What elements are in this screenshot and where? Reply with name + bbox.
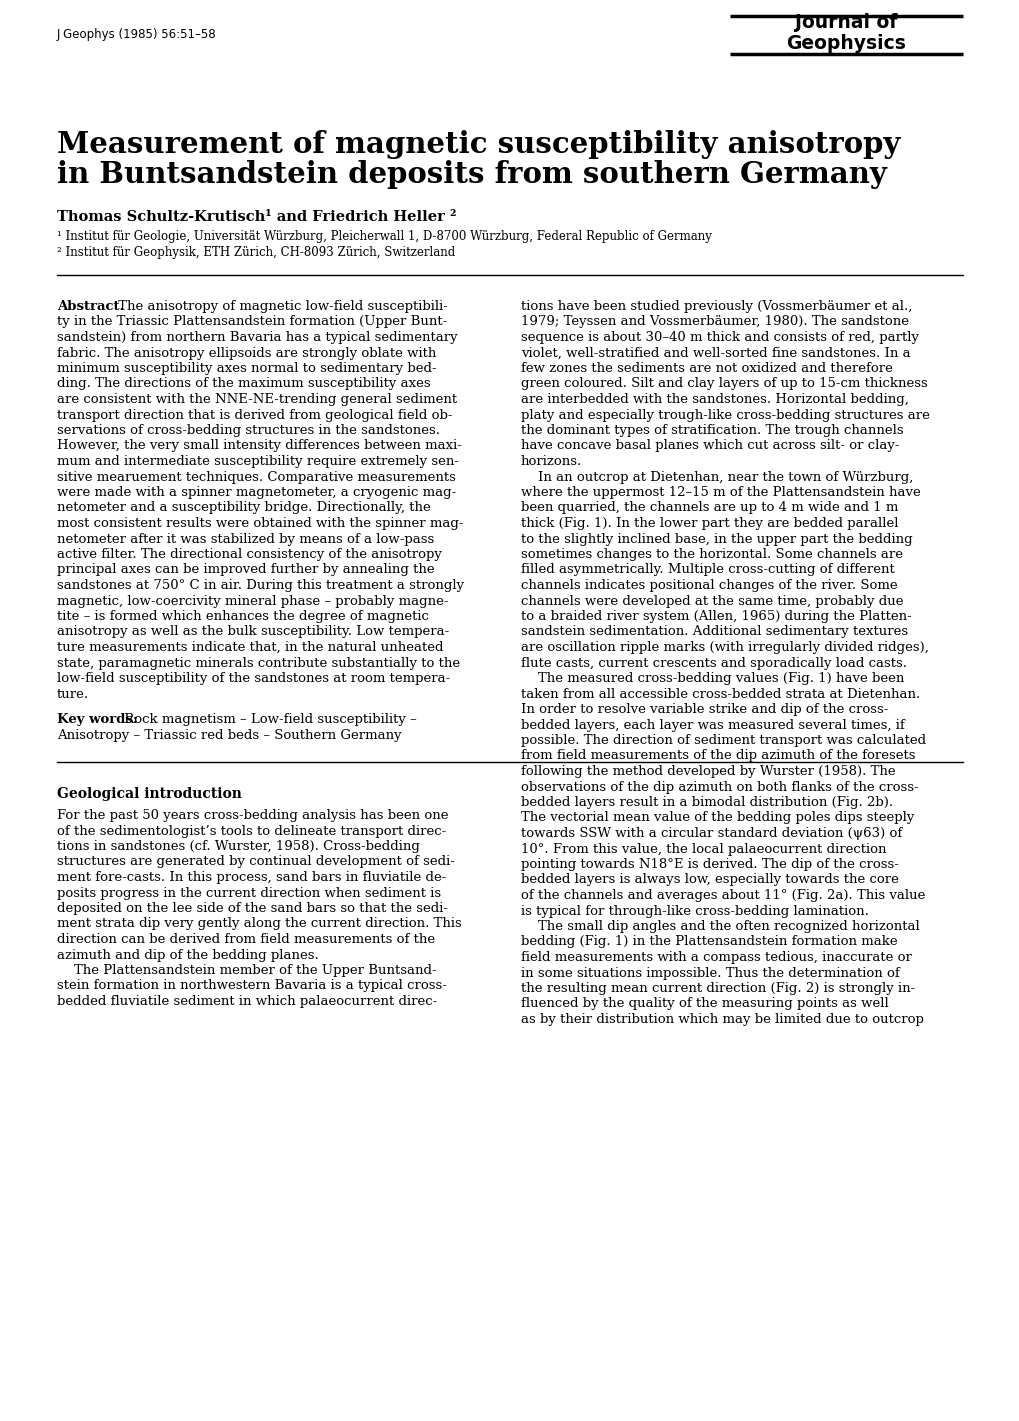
Text: observations of the dip azimuth on both flanks of the cross-: observations of the dip azimuth on both … (521, 780, 918, 793)
Text: The vectorial mean value of the bedding poles dips steeply: The vectorial mean value of the bedding … (521, 811, 913, 824)
Text: channels were developed at the same time, probably due: channels were developed at the same time… (521, 594, 903, 608)
Text: bedded fluviatile sediment in which palaeocurrent direc-: bedded fluviatile sediment in which pala… (57, 995, 437, 1007)
Text: bedded layers result in a bimodal distribution (Fig. 2b).: bedded layers result in a bimodal distri… (521, 796, 893, 809)
Text: tions in sandstones (cf. Wurster, 1958). Cross-bedding: tions in sandstones (cf. Wurster, 1958).… (57, 840, 420, 853)
Text: bedded layers is always low, especially towards the core: bedded layers is always low, especially … (521, 874, 898, 887)
Text: netometer and a susceptibility bridge. Directionally, the: netometer and a susceptibility bridge. D… (57, 502, 430, 514)
Text: from field measurements of the dip azimuth of the foresets: from field measurements of the dip azimu… (521, 749, 915, 763)
Text: sitive mearuement techniques. Comparative measurements: sitive mearuement techniques. Comparativ… (57, 470, 455, 483)
Text: In order to resolve variable strike and dip of the cross-: In order to resolve variable strike and … (521, 703, 888, 716)
Text: bedded layers, each layer was measured several times, if: bedded layers, each layer was measured s… (521, 719, 904, 732)
Text: structures are generated by continual development of sedi-: structures are generated by continual de… (57, 855, 454, 868)
Text: fabric. The anisotropy ellipsoids are strongly oblate with: fabric. The anisotropy ellipsoids are st… (57, 347, 436, 360)
Text: of the sedimentologist’s tools to delineate transport direc-: of the sedimentologist’s tools to deline… (57, 824, 446, 837)
Text: platy and especially trough-like cross-bedding structures are: platy and especially trough-like cross-b… (521, 408, 929, 422)
Text: Geological introduction: Geological introduction (57, 787, 242, 801)
Text: tions have been studied previously (Vossmerbäumer et al.,: tions have been studied previously (Voss… (521, 300, 911, 313)
Text: Rock magnetism – Low-field susceptibility –: Rock magnetism – Low-field susceptibilit… (120, 713, 417, 726)
Text: towards SSW with a circular standard deviation (ψ63) of: towards SSW with a circular standard dev… (521, 827, 902, 840)
Text: However, the very small intensity differences between maxi-: However, the very small intensity differ… (57, 439, 462, 452)
Text: few zones the sediments are not oxidized and therefore: few zones the sediments are not oxidized… (521, 362, 892, 375)
Text: been quarried, the channels are up to 4 m wide and 1 m: been quarried, the channels are up to 4 … (521, 502, 898, 514)
Text: transport direction that is derived from geological field ob-: transport direction that is derived from… (57, 408, 452, 422)
Text: netometer after it was stabilized by means of a low-pass: netometer after it was stabilized by mea… (57, 533, 434, 546)
Text: field measurements with a compass tedious, inaccurate or: field measurements with a compass tediou… (521, 951, 911, 963)
Text: where the uppermost 12–15 m of the Plattensandstein have: where the uppermost 12–15 m of the Platt… (521, 486, 920, 499)
Text: are interbedded with the sandstones. Horizontal bedding,: are interbedded with the sandstones. Hor… (521, 394, 908, 406)
Text: Thomas Schultz-Krutisch¹ and Friedrich Heller ²: Thomas Schultz-Krutisch¹ and Friedrich H… (57, 210, 457, 225)
Text: Key words:: Key words: (57, 713, 138, 726)
Text: are consistent with the NNE-NE-trending general sediment: are consistent with the NNE-NE-trending … (57, 394, 457, 406)
Text: were made with a spinner magnetometer, a cryogenic mag-: were made with a spinner magnetometer, a… (57, 486, 455, 499)
Text: In an outcrop at Dietenhan, near the town of Würzburg,: In an outcrop at Dietenhan, near the tow… (521, 470, 912, 483)
Text: sandstones at 750° C in air. During this treatment a strongly: sandstones at 750° C in air. During this… (57, 578, 464, 593)
Text: The anisotropy of magnetic low-field susceptibili-: The anisotropy of magnetic low-field sus… (114, 300, 447, 313)
Text: ding. The directions of the maximum susceptibility axes: ding. The directions of the maximum susc… (57, 378, 430, 391)
Text: azimuth and dip of the bedding planes.: azimuth and dip of the bedding planes. (57, 948, 319, 962)
Text: to a braided river system (Allen, 1965) during the Platten-: to a braided river system (Allen, 1965) … (521, 610, 911, 622)
Text: fluenced by the quality of the measuring points as well: fluenced by the quality of the measuring… (521, 998, 888, 1010)
Text: are oscillation ripple marks (with irregularly divided ridges),: are oscillation ripple marks (with irreg… (521, 641, 928, 654)
Text: deposited on the lee side of the sand bars so that the sedi-: deposited on the lee side of the sand ba… (57, 902, 447, 915)
Text: to the slightly inclined base, in the upper part the bedding: to the slightly inclined base, in the up… (521, 533, 912, 546)
Text: ment strata dip very gently along the current direction. This: ment strata dip very gently along the cu… (57, 918, 462, 931)
Text: sequence is about 30–40 m thick and consists of red, partly: sequence is about 30–40 m thick and cons… (521, 331, 918, 344)
Text: in some situations impossible. Thus the determination of: in some situations impossible. Thus the … (521, 966, 899, 979)
Text: horizons.: horizons. (521, 455, 582, 468)
Text: filled asymmetrically. Multiple cross-cutting of different: filled asymmetrically. Multiple cross-cu… (521, 564, 894, 577)
Text: tite – is formed which enhances the degree of magnetic: tite – is formed which enhances the degr… (57, 610, 428, 622)
Text: state, paramagnetic minerals contribute substantially to the: state, paramagnetic minerals contribute … (57, 657, 460, 669)
Text: most consistent results were obtained with the spinner mag-: most consistent results were obtained wi… (57, 517, 463, 530)
Text: 10°. From this value, the local palaeocurrent direction: 10°. From this value, the local palaeocu… (521, 843, 886, 855)
Text: stein formation in northwestern Bavaria is a typical cross-: stein formation in northwestern Bavaria … (57, 979, 446, 992)
Text: sandstein) from northern Bavaria has a typical sedimentary: sandstein) from northern Bavaria has a t… (57, 331, 458, 344)
Text: taken from all accessible cross-bedded strata at Dietenhan.: taken from all accessible cross-bedded s… (521, 688, 919, 701)
Text: minimum susceptibility axes normal to sedimentary bed-: minimum susceptibility axes normal to se… (57, 362, 436, 375)
Text: possible. The direction of sediment transport was calculated: possible. The direction of sediment tran… (521, 735, 925, 747)
Text: ² Institut für Geophysik, ETH Zürich, CH-8093 Zürich, Switzerland: ² Institut für Geophysik, ETH Zürich, CH… (57, 246, 454, 259)
Text: The measured cross-bedding values (Fig. 1) have been: The measured cross-bedding values (Fig. … (521, 672, 904, 685)
Text: Anisotropy – Triassic red beds – Southern Germany: Anisotropy – Triassic red beds – Souther… (57, 729, 401, 742)
Text: the resulting mean current direction (Fig. 2) is strongly in-: the resulting mean current direction (Fi… (521, 982, 914, 995)
Text: ¹ Institut für Geologie, Universität Würzburg, Pleicherwall 1, D-8700 Würzburg, : ¹ Institut für Geologie, Universität Wür… (57, 230, 711, 243)
Text: green coloured. Silt and clay layers of up to 15-cm thickness: green coloured. Silt and clay layers of … (521, 378, 927, 391)
Text: servations of cross-bedding structures in the sandstones.: servations of cross-bedding structures i… (57, 423, 439, 438)
Text: violet, well-stratified and well-sorted fine sandstones. In a: violet, well-stratified and well-sorted … (521, 347, 910, 360)
Text: the dominant types of stratification. The trough channels: the dominant types of stratification. Th… (521, 423, 903, 438)
Text: The Plattensandstein member of the Upper Buntsand-: The Plattensandstein member of the Upper… (57, 963, 436, 978)
Text: bedding (Fig. 1) in the Plattensandstein formation make: bedding (Fig. 1) in the Plattensandstein… (521, 935, 897, 948)
Text: have concave basal planes which cut across silt- or clay-: have concave basal planes which cut acro… (521, 439, 899, 452)
Text: of the channels and averages about 11° (Fig. 2a). This value: of the channels and averages about 11° (… (521, 890, 924, 902)
Text: direction can be derived from field measurements of the: direction can be derived from field meas… (57, 934, 435, 946)
Text: For the past 50 years cross-bedding analysis has been one: For the past 50 years cross-bedding anal… (57, 809, 448, 821)
Text: The small dip angles and the often recognized horizontal: The small dip angles and the often recog… (521, 919, 919, 934)
Text: ment fore-casts. In this process, sand bars in fluviatile de-: ment fore-casts. In this process, sand b… (57, 871, 446, 884)
Text: flute casts, current crescents and sporadically load casts.: flute casts, current crescents and spora… (521, 657, 906, 669)
Text: Abstract.: Abstract. (57, 300, 124, 313)
Text: posits progress in the current direction when sediment is: posits progress in the current direction… (57, 887, 440, 899)
Text: sandstein sedimentation. Additional sedimentary textures: sandstein sedimentation. Additional sedi… (521, 625, 907, 638)
Text: magnetic, low-coercivity mineral phase – probably magne-: magnetic, low-coercivity mineral phase –… (57, 594, 448, 608)
Text: in Buntsandstein deposits from southern Germany: in Buntsandstein deposits from southern … (57, 161, 886, 189)
Text: ture.: ture. (57, 688, 89, 701)
Text: thick (Fig. 1). In the lower part they are bedded parallel: thick (Fig. 1). In the lower part they a… (521, 517, 898, 530)
Text: J Geophys (1985) 56:51–58: J Geophys (1985) 56:51–58 (57, 28, 216, 41)
Text: 1979; Teyssen and Vossmerbäumer, 1980). The sandstone: 1979; Teyssen and Vossmerbäumer, 1980). … (521, 315, 908, 328)
Text: principal axes can be improved further by annealing the: principal axes can be improved further b… (57, 564, 434, 577)
Text: channels indicates positional changes of the river. Some: channels indicates positional changes of… (521, 578, 897, 593)
Text: is typical for through-like cross-bedding lamination.: is typical for through-like cross-beddin… (521, 905, 868, 918)
Text: anisotropy as well as the bulk susceptibility. Low tempera-: anisotropy as well as the bulk susceptib… (57, 625, 448, 638)
Text: ty in the Triassic Plattensandstein formation (Upper Bunt-: ty in the Triassic Plattensandstein form… (57, 315, 446, 328)
Text: as by their distribution which may be limited due to outcrop: as by their distribution which may be li… (521, 1013, 923, 1026)
Text: low-field susceptibility of the sandstones at room tempera-: low-field susceptibility of the sandston… (57, 672, 449, 685)
Text: pointing towards N18°E is derived. The dip of the cross-: pointing towards N18°E is derived. The d… (521, 858, 898, 871)
Text: active filter. The directional consistency of the anisotropy: active filter. The directional consisten… (57, 549, 441, 561)
Text: mum and intermediate susceptibility require extremely sen-: mum and intermediate susceptibility requ… (57, 455, 459, 468)
Text: Measurement of magnetic susceptibility anisotropy: Measurement of magnetic susceptibility a… (57, 129, 900, 159)
Text: sometimes changes to the horizontal. Some channels are: sometimes changes to the horizontal. Som… (521, 549, 902, 561)
Text: Journal of
Geophysics: Journal of Geophysics (786, 13, 906, 53)
Text: following the method developed by Wurster (1958). The: following the method developed by Wurste… (521, 764, 895, 779)
Text: ture measurements indicate that, in the natural unheated: ture measurements indicate that, in the … (57, 641, 443, 654)
